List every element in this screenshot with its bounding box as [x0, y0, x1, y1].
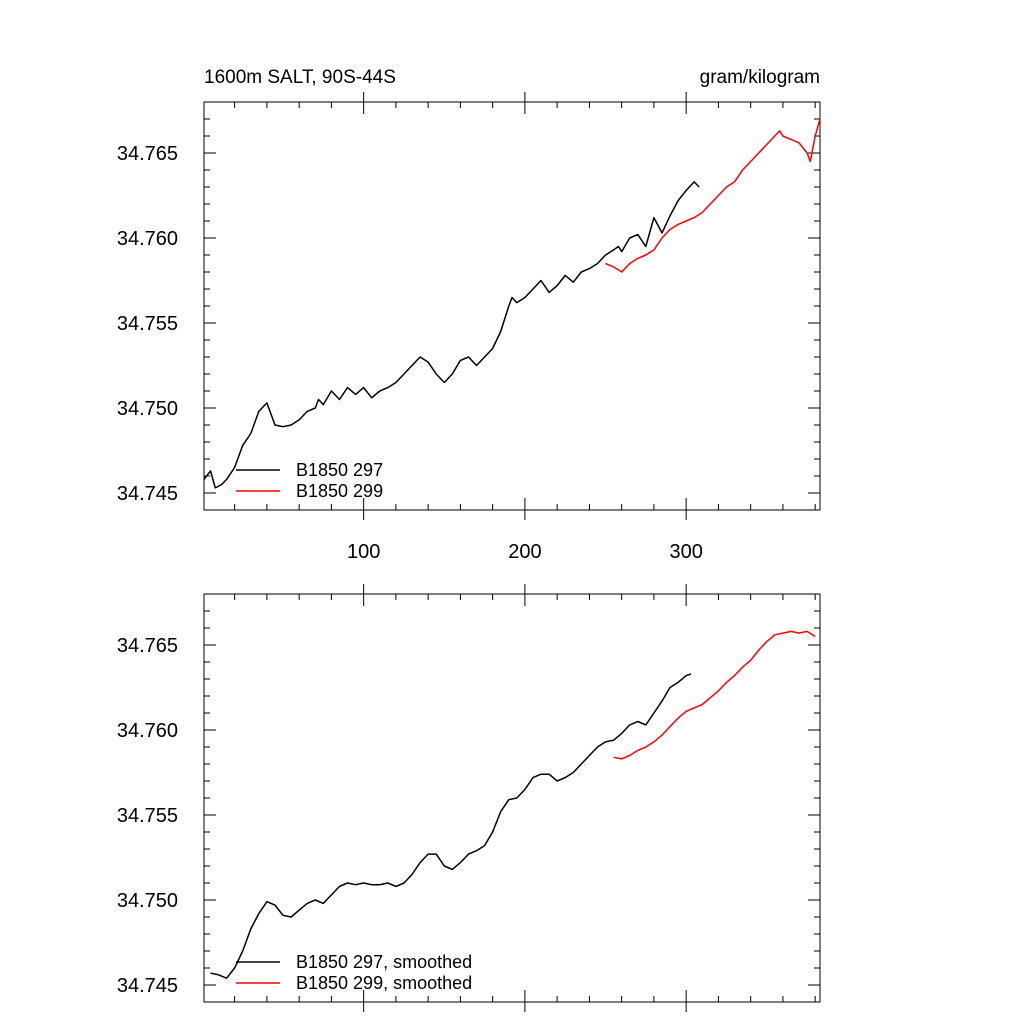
top-title-left: 1600m SALT, 90S-44S [204, 67, 396, 88]
y-tick-label: 34.745 [117, 975, 178, 997]
legend-label: B1850 299, smoothed [296, 973, 472, 993]
legend-label: B1850 299 [296, 481, 383, 501]
legend-label: B1850 297 [296, 460, 383, 480]
y-tick-label: 34.765 [117, 143, 178, 165]
y-tick-label: 34.760 [117, 228, 178, 250]
y-tick-label: 34.745 [117, 483, 178, 505]
x-tick-label: 100 [347, 541, 380, 563]
x-tick-label: 300 [669, 541, 702, 563]
y-tick-label: 34.755 [117, 313, 178, 335]
y-tick-label: 34.765 [117, 635, 178, 657]
y-tick-label: 34.760 [117, 720, 178, 742]
legend-label: B1850 297, smoothed [296, 952, 472, 972]
y-tick-label: 34.755 [117, 805, 178, 827]
series-line-b1850-299 [605, 118, 821, 273]
top-title-right: gram/kilogram [700, 67, 820, 88]
series-line-b1850-297 [203, 181, 700, 489]
bottom-panel: 34.745 34.750 34.755 34.760 34.765 B1850 297,… [117, 584, 821, 1012]
series-line-b1850-297-smoothed [210, 673, 692, 979]
y-tick-label: 34.750 [117, 398, 178, 420]
series-line-b1850-299-smoothed [613, 630, 816, 760]
x-tick-label: 200 [508, 541, 541, 563]
y-tick-label: 34.750 [117, 890, 178, 912]
top-panel: 1600m SALT, 90S-44S gram/kilogram 34.745… [117, 67, 821, 563]
